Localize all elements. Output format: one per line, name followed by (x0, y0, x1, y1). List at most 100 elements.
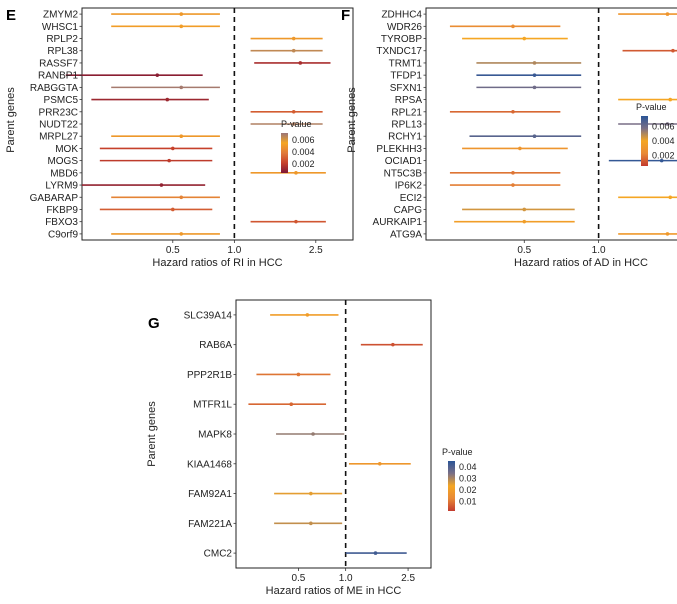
panel-g: G SLC39A14 RAB6A PPP2R1B MTFR1L MAPK8 KIAA1468… (146, 299, 477, 597)
hr-point-txndc17 (671, 48, 675, 53)
hr-point-mtfr1l (289, 402, 294, 407)
hr-point-c9orf9 (179, 232, 184, 236)
hr-point-ip6k2 (511, 183, 515, 187)
hr-point-rab6a (391, 342, 395, 347)
hr-point-gabarap (179, 195, 184, 200)
colorbar-tick-label: 0.02 (459, 485, 477, 495)
gene-label-rpl13: RPL13 (391, 120, 422, 131)
hr-point-rplp2 (291, 36, 296, 41)
x-tick-label: 1.0 (227, 245, 241, 256)
gene-label-rchy1: RCHY1 (388, 132, 422, 143)
gene-label-rpl21: RPL21 (391, 107, 422, 118)
gene-label-prr23c: PRR23C (39, 107, 78, 118)
x-axis-title: Hazard ratios of ME in HCC (266, 585, 402, 597)
gene-label-nt5c3b: NT5C3B (384, 168, 423, 179)
gene-label-mtfr1l: MTFR1L (193, 400, 232, 411)
hr-point-ppp2r1b (296, 372, 301, 377)
gene-label-eci2: ECI2 (400, 193, 423, 204)
colorbar-tick-label: 0.002 (292, 159, 315, 169)
hr-point-mok (170, 146, 175, 151)
colorbar (641, 116, 648, 166)
hr-point-zdhhc4 (665, 12, 670, 16)
hr-point-capg (522, 207, 527, 212)
legend-title: P-value (442, 447, 473, 457)
hr-point-mapk8 (311, 432, 315, 436)
hr-point-slc39a14 (305, 313, 310, 317)
colorbar-tick-label: 0.04 (459, 462, 477, 472)
gene-label-plekhh3: PLEKHH3 (376, 144, 422, 155)
gene-label-c9orf9: C9orf9 (48, 229, 78, 240)
hr-point-mogs (167, 158, 171, 163)
gene-label-zdhhc4: ZDHHC4 (381, 10, 422, 21)
gene-label-gabarap: GABARAP (30, 193, 79, 204)
panel-letter: G (148, 315, 160, 332)
hr-point-prr23c (291, 109, 296, 114)
gene-label-wdr26: WDR26 (387, 22, 422, 33)
hr-point-tfdp1 (532, 73, 537, 77)
hr-point-mrpl27 (179, 134, 184, 139)
gene-label-mbd6: MBD6 (50, 168, 78, 179)
hr-point-rpl21 (511, 109, 515, 114)
gene-label-cmc2: CMC2 (204, 549, 233, 560)
hr-point-sfxn1 (532, 85, 537, 90)
hr-point-nudt22 (291, 122, 296, 126)
colorbar-tick-label: 0.002 (652, 150, 675, 160)
gene-label-ip6k2: IP6K2 (395, 181, 423, 192)
hr-point-nt5c3b (511, 171, 515, 175)
hr-point-atg9a (665, 232, 670, 236)
hr-point-fam92a1 (309, 491, 313, 496)
gene-label-zmym2: ZMYM2 (43, 10, 78, 21)
gene-label-tyrobp: TYROBP (381, 34, 422, 45)
gene-label-ociad1: OCIAD1 (385, 156, 423, 167)
hr-point-rabggta (179, 85, 184, 90)
colorbar-tick-label: 0.006 (652, 122, 675, 132)
hr-point-rpl13 (665, 122, 670, 126)
gene-label-rassf7: RASSF7 (39, 58, 78, 69)
hr-point-rpsa (668, 97, 673, 102)
gene-label-kiaa1468: KIAA1468 (187, 459, 232, 470)
hr-point-wdr26 (511, 24, 515, 29)
hr-point-ranbp1 (155, 73, 160, 77)
gene-label-fbxo3: FBXO3 (45, 217, 78, 228)
hr-point-aurkaip1 (522, 219, 527, 224)
hr-point-zmym2 (179, 12, 184, 16)
gene-label-psmc5: PSMC5 (44, 95, 79, 106)
panel-letter: E (6, 7, 16, 24)
gene-label-capg: CAPG (394, 205, 423, 216)
hr-point-fbxo3 (294, 219, 298, 224)
gene-label-rabggta: RABGGTA (30, 83, 78, 94)
legend-title: P-value (281, 119, 312, 129)
colorbar-tick-label: 0.03 (459, 473, 477, 483)
hr-point-kiaa1468 (377, 461, 382, 466)
gene-label-fam221a: FAM221A (188, 519, 232, 530)
gene-label-rpl38: RPL38 (47, 46, 78, 57)
colorbar (281, 133, 288, 173)
gene-label-slc39a14: SLC39A14 (184, 310, 233, 321)
x-tick-label: 1.0 (592, 245, 606, 256)
colorbar-tick-label: 0.004 (292, 147, 315, 157)
gene-label-fkbp9: FKBP9 (46, 205, 78, 216)
colorbar (448, 461, 455, 511)
x-tick-label: 2.5 (401, 573, 415, 584)
gene-label-mok: MOK (55, 144, 78, 155)
gene-label-mrpl27: MRPL27 (39, 132, 78, 143)
x-tick-label: 1.0 (339, 573, 353, 584)
hr-point-psmc5 (165, 97, 170, 102)
hr-point-rchy1 (532, 134, 537, 139)
gene-label-rab6a: RAB6A (199, 340, 232, 351)
hr-point-cmc2 (373, 551, 378, 555)
gene-label-ppp2r1b: PPP2R1B (187, 370, 232, 381)
gene-label-mogs: MOGS (47, 156, 78, 167)
gene-label-mapk8: MAPK8 (198, 430, 232, 441)
hr-point-tyrobp (522, 36, 527, 41)
x-tick-label: 2.5 (309, 245, 323, 256)
gene-label-trmt1: TRMT1 (389, 58, 423, 69)
hr-point-lyrm9 (159, 183, 164, 187)
hr-point-eci2 (668, 195, 673, 200)
y-axis-title: Parent genes (346, 87, 358, 153)
hr-point-trmt1 (532, 61, 537, 65)
gene-label-nudt22: NUDT22 (39, 120, 78, 131)
gene-label-rpsa: RPSA (395, 95, 423, 106)
